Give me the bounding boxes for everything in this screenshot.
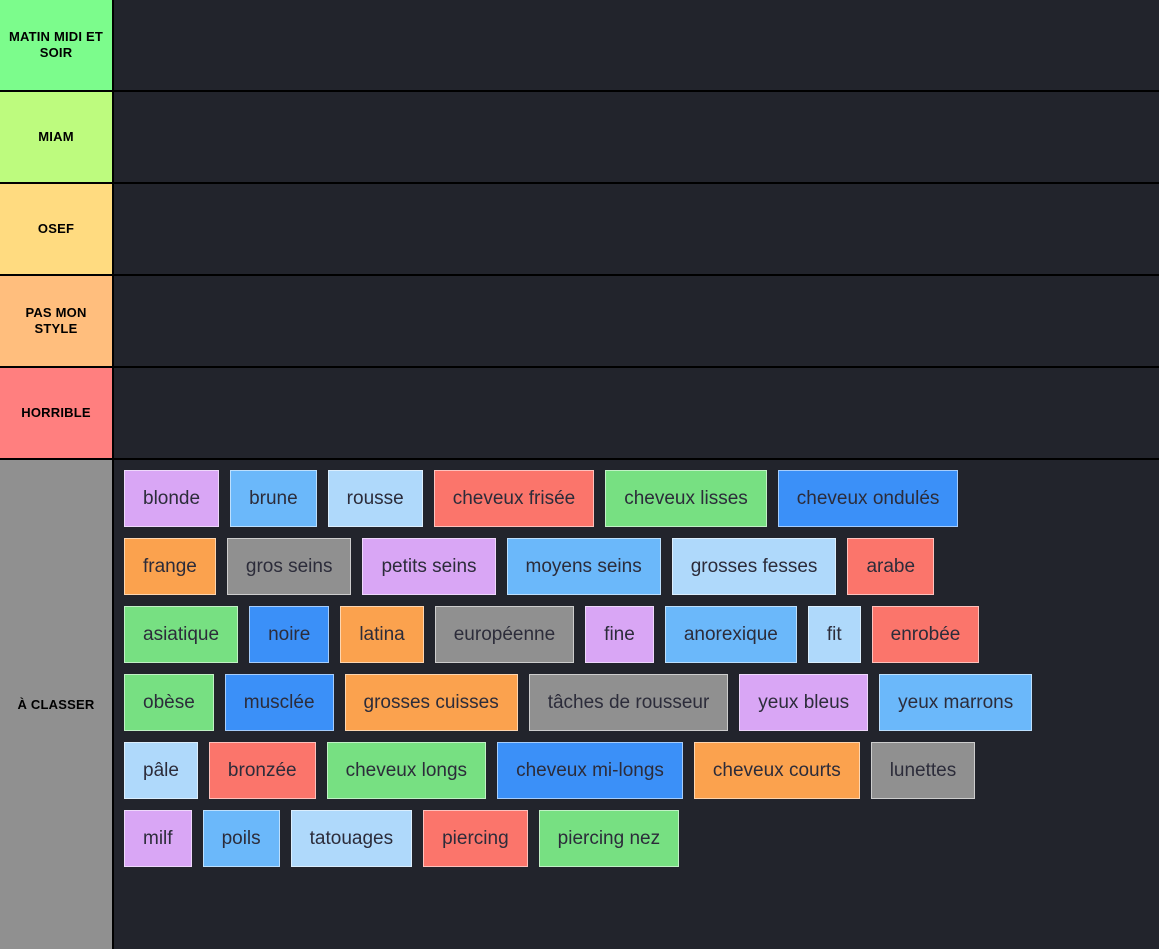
pool-item[interactable]: gros seins (226, 538, 352, 595)
pool-item[interactable]: bronzée (208, 742, 316, 799)
pool-item[interactable]: milf (124, 810, 192, 867)
pool-item[interactable]: yeux bleus (739, 674, 869, 731)
tier-label[interactable]: MATIN MIDI ET SOIR (0, 0, 114, 90)
pool-line: asiatique noire latina européenne fine anorex… (124, 606, 1159, 663)
pool-item[interactable]: enrobée (871, 606, 980, 663)
pool-item[interactable]: cheveux courts (693, 742, 860, 799)
pool-item[interactable]: asiatique (124, 606, 239, 663)
pool-item[interactable]: arabe (847, 538, 935, 595)
pool-item[interactable]: européenne (434, 606, 575, 663)
tier-drop-zone[interactable] (114, 0, 1159, 90)
pool-item[interactable]: latina (340, 606, 424, 663)
tier-row: MATIN MIDI ET SOIR (0, 0, 1159, 92)
pool-item[interactable]: tâches de rousseur (528, 674, 729, 731)
pool-item[interactable]: cheveux lisses (605, 470, 767, 527)
tier-row: MIAM (0, 92, 1159, 184)
pool-item[interactable]: rousse (327, 470, 423, 527)
pool-item[interactable]: petits seins (362, 538, 496, 595)
tier-drop-zone[interactable] (114, 184, 1159, 274)
pool-item[interactable]: cheveux longs (326, 742, 487, 799)
pool-label[interactable]: À CLASSER (0, 460, 114, 949)
pool-item[interactable]: fit (807, 606, 861, 663)
pool-line: obèse musclée grosses cuisses tâches de rou… (124, 674, 1159, 731)
pool-item[interactable]: brune (230, 470, 317, 527)
pool-item[interactable]: cheveux mi-longs (497, 742, 683, 799)
pool-item[interactable]: piercing (423, 810, 528, 867)
tier-label[interactable]: PAS MON STYLE (0, 276, 114, 366)
pool-item[interactable]: noire (249, 606, 330, 663)
pool-item[interactable]: frange (124, 538, 216, 595)
pool-item[interactable]: moyens seins (506, 538, 661, 595)
pool-item[interactable]: musclée (224, 674, 334, 731)
pool-item[interactable]: anorexique (664, 606, 797, 663)
tier-drop-zone[interactable] (114, 92, 1159, 182)
pool-item[interactable]: grosses fesses (671, 538, 837, 595)
pool-item[interactable]: poils (202, 810, 280, 867)
tier-label[interactable]: OSEF (0, 184, 114, 274)
pool-item[interactable]: yeux marrons (879, 674, 1033, 731)
pool-item[interactable]: lunettes (870, 742, 976, 799)
tier-label[interactable]: HORRIBLE (0, 368, 114, 458)
pool-item[interactable]: pâle (124, 742, 198, 799)
pool-line: blonde brune rousse cheveux frisée cheveux l… (124, 470, 1159, 527)
pool-item[interactable]: grosses cuisses (344, 674, 518, 731)
pool-item[interactable]: fine (585, 606, 654, 663)
pool-line: pâle bronzée cheveux longs cheveux mi-longs… (124, 742, 1159, 799)
pool-item[interactable]: obèse (124, 674, 214, 731)
tier-label[interactable]: MIAM (0, 92, 114, 182)
pool-item[interactable]: blonde (124, 470, 220, 527)
tier-drop-zone[interactable] (114, 276, 1159, 366)
pool-item[interactable]: cheveux ondulés (777, 470, 959, 527)
tier-row: HORRIBLE (0, 368, 1159, 460)
tier-row: PAS MON STYLE (0, 276, 1159, 368)
tier-drop-zone[interactable] (114, 368, 1159, 458)
unranked-pool-row: À CLASSER blonde brune rousse cheveux frisée… (0, 460, 1159, 949)
pool-item[interactable]: tatouages (290, 810, 413, 867)
tier-row: OSEF (0, 184, 1159, 276)
pool-line: frange gros seins petits seins moyens seins… (124, 538, 1159, 595)
pool-item[interactable]: piercing nez (538, 810, 680, 867)
pool-drop-zone[interactable]: blonde brune rousse cheveux frisée cheveux l… (114, 460, 1159, 949)
pool-line: milf poils tatouages piercing piercing nez (124, 810, 1159, 867)
pool-item[interactable]: cheveux frisée (433, 470, 595, 527)
